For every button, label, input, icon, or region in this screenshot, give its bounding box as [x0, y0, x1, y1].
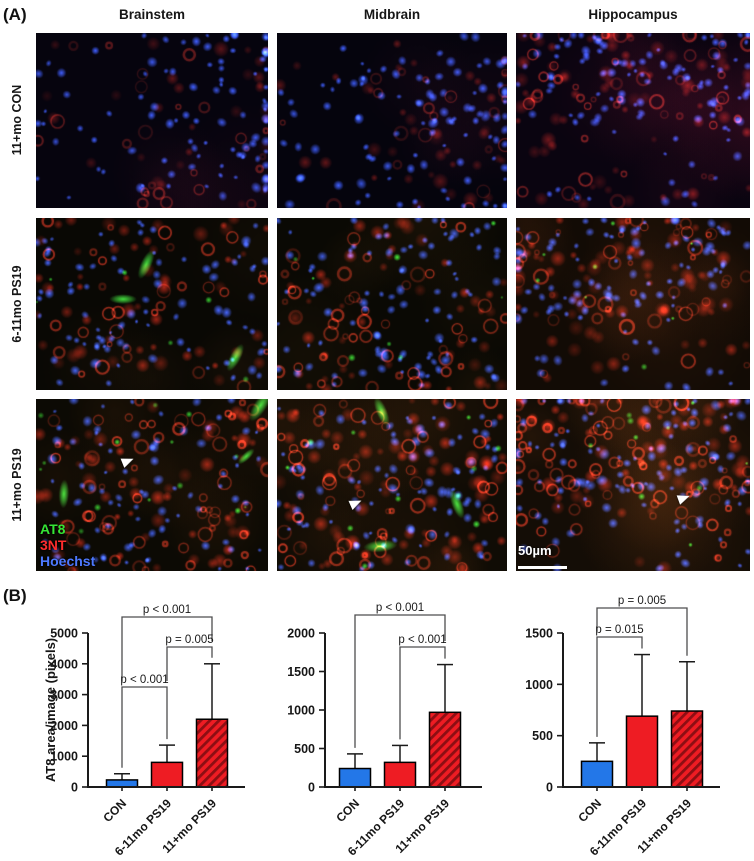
- micrograph-hippocampus-6-11mo-ps19: [516, 218, 750, 390]
- scale-bar: [518, 566, 567, 569]
- svg-text:1000: 1000: [525, 678, 553, 692]
- svg-text:0: 0: [308, 781, 315, 795]
- micrograph-midbrain-11mo-ps19: [277, 399, 507, 571]
- svg-text:500: 500: [294, 742, 315, 756]
- scale-bar-label: 50µm: [518, 543, 552, 558]
- svg-text:500: 500: [532, 729, 553, 743]
- svg-text:2000: 2000: [50, 719, 78, 733]
- svg-text:1500: 1500: [525, 627, 553, 641]
- svg-text:p < 0.001: p < 0.001: [120, 674, 168, 686]
- column-header-midbrain: Midbrain: [363, 7, 421, 22]
- svg-text:CON: CON: [575, 796, 604, 825]
- micrograph-hippocampus-11mo-con: [516, 33, 750, 208]
- stain-legend-3nt: 3NT: [40, 537, 67, 553]
- micrograph-hippocampus-11mo-ps19: [516, 399, 750, 571]
- svg-text:1000: 1000: [287, 704, 315, 718]
- svg-text:p < 0.001: p < 0.001: [398, 634, 446, 646]
- svg-text:AT8 area/image (pixels): AT8 area/image (pixels): [43, 638, 58, 782]
- micrograph-midbrain-6-11mo-ps19: [277, 218, 507, 390]
- svg-text:p = 0.005: p = 0.005: [165, 634, 213, 646]
- micrograph-brainstem-11mo-ps19: [36, 399, 268, 571]
- svg-text:CON: CON: [333, 796, 362, 825]
- svg-text:p = 0.005: p = 0.005: [618, 595, 666, 607]
- micrograph-brainstem-11mo-con: [36, 33, 268, 208]
- micrograph-midbrain-11mo-con: [277, 33, 507, 208]
- micrograph-brainstem-6-11mo-ps19: [36, 218, 268, 390]
- svg-text:5000: 5000: [50, 627, 78, 641]
- svg-text:p = 0.015: p = 0.015: [595, 624, 643, 636]
- stain-legend-hoechst: Hoechst: [40, 553, 96, 569]
- svg-text:1000: 1000: [50, 750, 78, 764]
- svg-text:4000: 4000: [50, 657, 78, 671]
- svg-text:CON: CON: [100, 796, 129, 825]
- svg-text:3000: 3000: [50, 688, 78, 702]
- svg-text:p < 0.001: p < 0.001: [143, 604, 191, 616]
- svg-text:p < 0.001: p < 0.001: [376, 602, 424, 614]
- svg-text:0: 0: [71, 781, 78, 795]
- column-header-hippocampus: Hippocampus: [588, 7, 678, 22]
- column-header-brainstem: Brainstem: [118, 7, 186, 22]
- panel-a-label: (A): [3, 5, 27, 24]
- svg-text:2000: 2000: [287, 627, 315, 641]
- svg-text:1500: 1500: [287, 665, 315, 679]
- stain-legend-at8: AT8: [40, 521, 66, 537]
- panel-b-label: (B): [3, 586, 27, 605]
- stain-legend: AT8 3NT Hoechst: [40, 521, 95, 569]
- svg-text:0: 0: [546, 781, 553, 795]
